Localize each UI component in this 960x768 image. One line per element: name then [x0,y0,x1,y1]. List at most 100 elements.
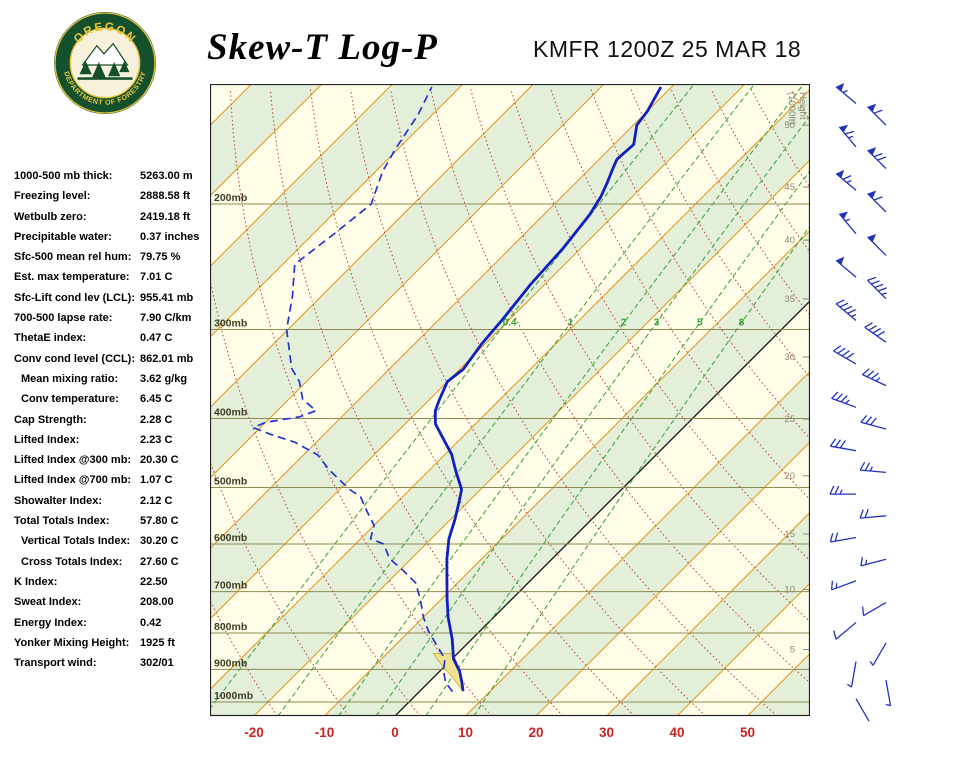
temp-axis-label: 30 [599,725,614,740]
index-label: Energy Index: [14,616,87,629]
index-label: Lifted Index @700 mb: [14,474,132,487]
height-label: 15 [784,529,795,540]
height-scale: 50 45 40 35 30 25 20 15 10 5 Height(1000ft) [784,92,810,656]
wind-barb [867,190,887,213]
index-value: 208.00 [140,596,174,609]
logo-outer-border [54,12,156,114]
logo-tree-icon [108,61,121,77]
index-row: Lifted Index @700 mb: 1.07 C [12,470,218,490]
temperature-curve [433,86,663,692]
pressure-label: 800mb [214,621,247,633]
index-label: Wetbulb zero: [14,210,87,223]
pressure-label: 300mb [214,318,247,330]
index-label: Sfc-500 mean rel hum: [14,251,132,264]
mixing-ratio-label: 3 [654,318,660,329]
logo-tree-icon [119,60,130,73]
height-label: 50 [784,120,795,131]
index-row: Conv cond level (CCL): 862.01 mb [12,349,218,369]
index-row: Sweat Index: 208.00 [12,592,218,612]
index-row: Cap Strength: 2.28 C [12,410,218,430]
index-value: 2.23 C [140,433,173,446]
index-value: 0.37 inches [140,230,200,243]
wind-barb [833,621,857,640]
wind-barb [864,322,887,343]
index-value: 5263.00 m [140,170,193,182]
isotherms [210,84,810,716]
wind-barb [867,147,887,170]
index-value: 79.75 % [140,251,181,264]
index-label: ThetaE index: [14,332,87,345]
index-label: Freezing level: [14,190,91,203]
pressure-label: 200mb [214,192,247,204]
index-value: 7.90 C/km [140,312,192,325]
height-label: 30 [784,352,795,363]
wind-barb [835,169,857,191]
index-row: Lifted Index @300 mb: 20.30 C [12,450,218,470]
index-row: Lifted Index: 2.23 C [12,430,218,450]
wind-barb [830,580,857,591]
pressure-label: 1000mb [214,690,253,702]
index-value: 1925 ft [140,636,175,649]
index-value: 302/01 [140,657,174,670]
index-value: 6.45 C [140,393,173,406]
wind-barb [838,124,857,148]
temp-axis-label: -20 [244,725,264,740]
pressure-label: 900mb [214,657,247,669]
index-row: Freezing level: 2888.58 ft [12,186,218,206]
index-label: Vertical Totals Index: [21,535,131,548]
index-row: Total Totals Index: 57.80 C [12,511,218,531]
index-label: Cross Totals Index: [21,555,123,568]
wind-barb [835,83,857,104]
index-label: Total Totals Index: [14,515,110,528]
index-row: Conv temperature: 6.45 C [12,389,218,409]
wind-barb [860,414,887,430]
index-label: Est. max temperature: [14,271,130,284]
wind-barb [835,256,857,278]
index-row: ThetaE index: 0.47 C [12,328,218,348]
wind-barb [829,532,857,543]
index-row: Transport wind: 302/01 [12,653,218,673]
height-label: 5 [790,645,795,656]
index-value: 0.42 [140,616,162,629]
temp-axis-label: 20 [528,725,543,740]
index-label: Lifted Index @300 mb: [14,454,132,467]
wind-barb [869,642,887,666]
index-row: Energy Index: 0.42 [12,613,218,633]
index-value: 0.47 C [140,332,173,345]
index-label: Transport wind: [14,657,97,670]
index-value: 2419.18 ft [140,210,191,223]
dry-adiabats [210,88,810,716]
index-label: Mean mixing ratio: [21,372,119,385]
index-label: Conv temperature: [21,393,119,406]
wind-barb-column [829,83,892,722]
index-value: 57.80 C [140,515,179,528]
index-row: Est. max temperature: 7.01 C [12,267,218,287]
index-value: 3.62 g/kg [140,372,188,385]
index-value: 955.41 mb [140,291,194,304]
height-label: 40 [784,235,795,246]
index-row: Sfc-500 mean rel hum: 79.75 % [12,247,218,267]
index-label: 1000-500 mb thick: [14,170,113,182]
index-row: 700-500 lapse rate: 7.90 C/km [12,308,218,328]
mixing-ratio-lines: 0.4 1 2 3 5 8 [210,84,810,716]
index-label: Lifted Index: [14,433,80,446]
wind-barb [859,508,887,519]
logo-tree-icon [79,60,92,75]
wind-barbs [829,83,892,722]
oregon-forestry-logo: OREGON DEPARTMENT OF FORESTRY [54,12,156,114]
temp-axis-label: 10 [458,725,473,740]
height-label: 20 [784,471,795,482]
height-label: 25 [784,414,795,425]
index-row: Wetbulb zero: 2419.18 ft [12,207,218,227]
pressure-label: 500mb [214,476,247,488]
temp-axis-label: 50 [740,725,755,740]
index-label: K Index: [14,575,58,588]
index-label: Conv cond level (CCL): [14,352,136,365]
index-label: Sweat Index: [14,596,82,609]
temp-axis-label: 40 [669,725,684,740]
indices-panel: 1000-500 mb thick: 5263.00 m Freezing leve… [12,166,218,673]
index-value: 2.12 C [140,494,173,507]
index-row: Showalter Index: 2.12 C [12,491,218,511]
index-label: Cap Strength: [14,413,87,426]
index-value: 2.28 C [140,413,173,426]
